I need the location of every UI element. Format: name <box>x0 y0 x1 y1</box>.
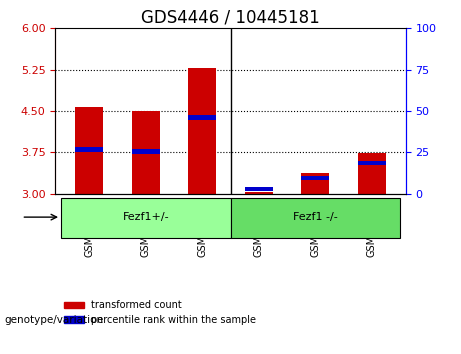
Text: genotype/variation: genotype/variation <box>5 315 104 325</box>
Title: GDS4446 / 10445181: GDS4446 / 10445181 <box>141 9 320 27</box>
Bar <box>245 193 273 194</box>
FancyBboxPatch shape <box>230 198 400 238</box>
Bar <box>301 176 330 180</box>
Bar <box>131 111 160 194</box>
FancyBboxPatch shape <box>61 198 230 238</box>
Bar <box>75 147 103 152</box>
Text: Fezf1 -/-: Fezf1 -/- <box>293 212 337 222</box>
Legend: transformed count, percentile rank within the sample: transformed count, percentile rank withi… <box>60 296 260 329</box>
Bar <box>358 153 386 194</box>
Bar <box>131 149 160 154</box>
Text: Fezf1+/-: Fezf1+/- <box>123 212 169 222</box>
Bar <box>301 173 330 194</box>
Bar <box>75 107 103 194</box>
Bar <box>245 187 273 191</box>
Bar <box>188 115 216 120</box>
Bar <box>358 161 386 165</box>
Bar <box>188 68 216 194</box>
